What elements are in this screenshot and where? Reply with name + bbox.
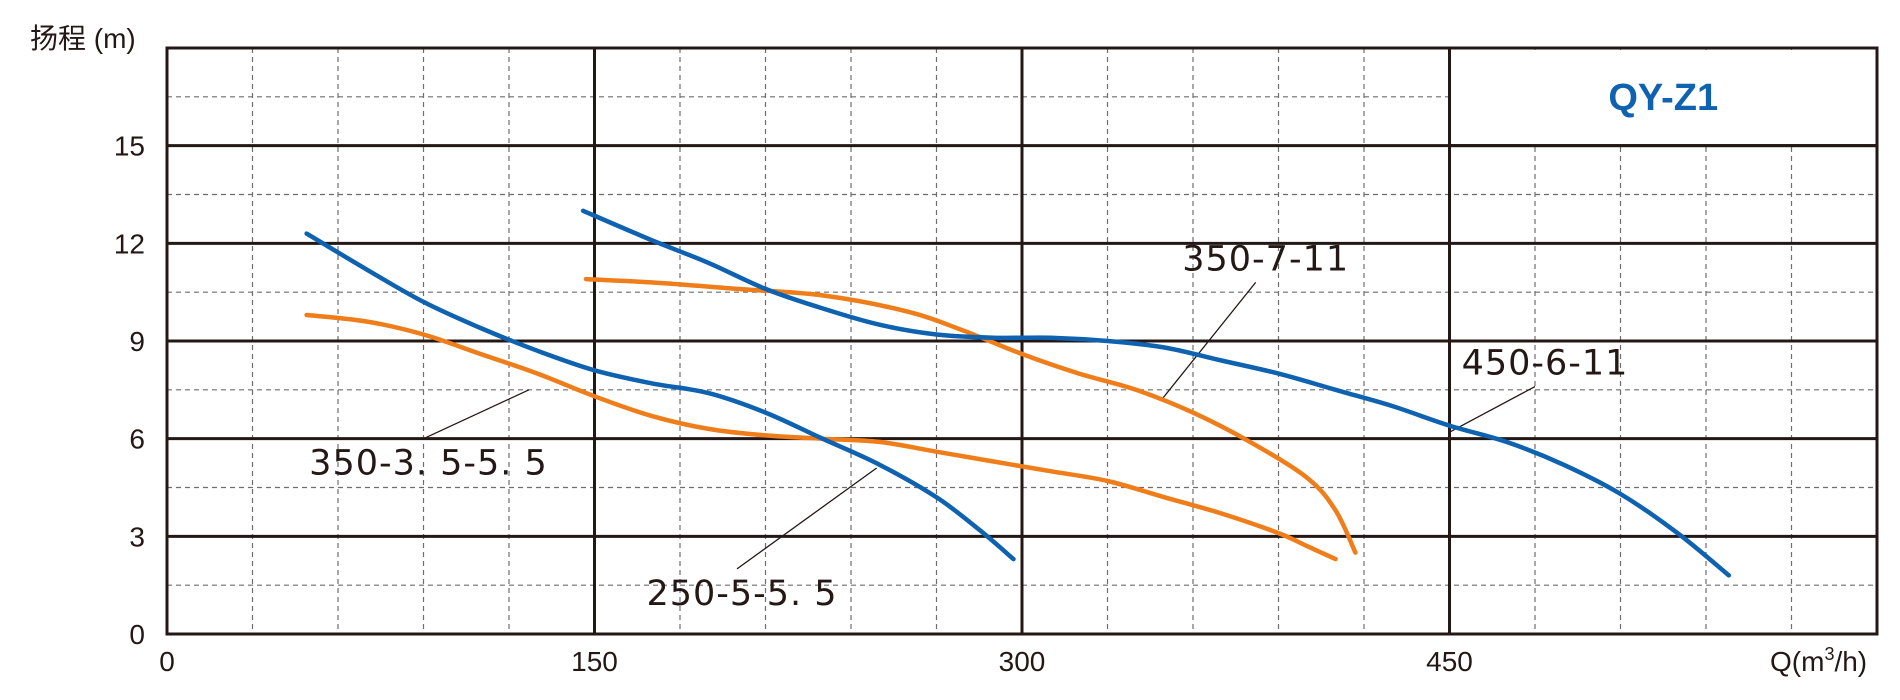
y-tick-label: 9 [129,326,145,357]
leader-line [1161,281,1257,401]
curve-label-350-3-5-5-5: 350-3. 5-5. 5 [309,444,548,484]
curves [304,208,1732,578]
curve-labels: 350-3. 5-5. 5 250-5-5. 5 350-7-11 450-6-11 [309,239,1629,614]
curve-label-350-7-11: 350-7-11 [1182,239,1349,279]
y-tick-label: 3 [129,521,145,552]
leader-line [1449,386,1536,433]
x-tick-label: 150 [571,646,618,677]
y-tick-label: 12 [114,228,145,259]
curve-350-3-5-5-5 [304,312,1338,562]
curve-label-250-5-5-5: 250-5-5. 5 [646,574,837,614]
leader-line [736,467,878,570]
title-box-border [1448,48,1877,148]
x-axis-title: Q(m3/h) [1770,644,1867,677]
y-tick-label: 0 [129,619,145,650]
leader-lines [423,281,1536,570]
chart-title: QY-Z1 [1608,77,1718,119]
leader-line [423,389,530,440]
title-box [1451,50,1875,144]
x-tick-label: 450 [1426,646,1473,677]
x-tick-label: 0 [159,646,175,677]
curve-450-6-11 [580,208,1732,578]
x-tick-label: 300 [999,646,1046,677]
curve-350-7-11 [583,276,1358,555]
curve-250-5-5-5 [304,231,1016,562]
major-grid [165,46,1879,636]
y-axis-title: 扬程 (m) [30,23,136,54]
y-tick-label: 15 [114,131,145,162]
y-tick-label: 6 [129,424,145,455]
curve-label-450-6-11: 450-6-11 [1462,344,1629,384]
plot-frame [165,46,1879,636]
